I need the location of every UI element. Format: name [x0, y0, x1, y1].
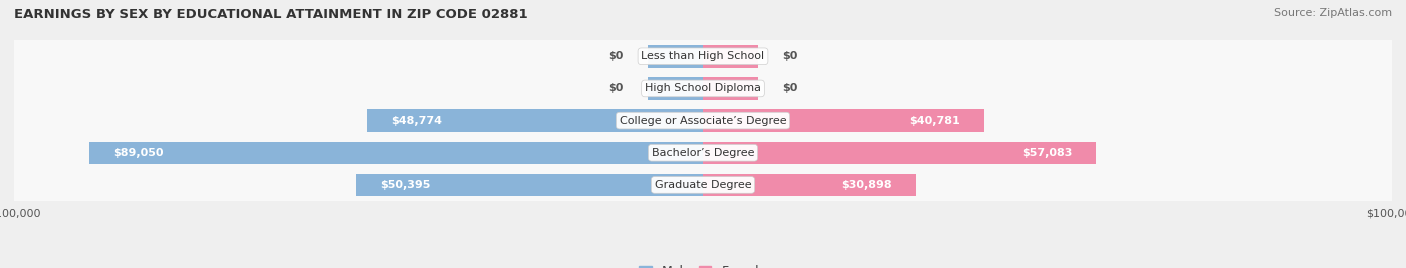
Text: $30,898: $30,898 [841, 180, 891, 190]
Bar [367, 109, 703, 132]
Text: College or Associate’s Degree: College or Associate’s Degree [620, 116, 786, 126]
Bar [14, 137, 1392, 169]
Bar [703, 109, 984, 132]
Text: Source: ZipAtlas.com: Source: ZipAtlas.com [1274, 8, 1392, 18]
Text: High School Diploma: High School Diploma [645, 83, 761, 94]
Legend: Male, Female: Male, Female [634, 260, 772, 268]
Bar [648, 77, 703, 100]
Text: EARNINGS BY SEX BY EDUCATIONAL ATTAINMENT IN ZIP CODE 02881: EARNINGS BY SEX BY EDUCATIONAL ATTAINMEN… [14, 8, 527, 21]
Text: $48,774: $48,774 [391, 116, 441, 126]
Bar [14, 169, 1392, 201]
Bar [703, 77, 758, 100]
Text: Graduate Degree: Graduate Degree [655, 180, 751, 190]
Bar [703, 142, 1097, 164]
Bar [703, 174, 915, 196]
Text: Bachelor’s Degree: Bachelor’s Degree [652, 148, 754, 158]
Bar [703, 45, 758, 68]
Text: $89,050: $89,050 [114, 148, 165, 158]
Bar [14, 105, 1392, 137]
Bar [14, 72, 1392, 105]
Text: $0: $0 [782, 83, 797, 94]
Bar [356, 174, 703, 196]
Text: $0: $0 [609, 83, 624, 94]
Bar [648, 45, 703, 68]
Text: Less than High School: Less than High School [641, 51, 765, 61]
Text: $40,781: $40,781 [910, 116, 960, 126]
Text: $50,395: $50,395 [380, 180, 430, 190]
Bar [90, 142, 703, 164]
Bar [14, 40, 1392, 72]
Text: $0: $0 [609, 51, 624, 61]
Text: $57,083: $57,083 [1022, 148, 1073, 158]
Text: $0: $0 [782, 51, 797, 61]
